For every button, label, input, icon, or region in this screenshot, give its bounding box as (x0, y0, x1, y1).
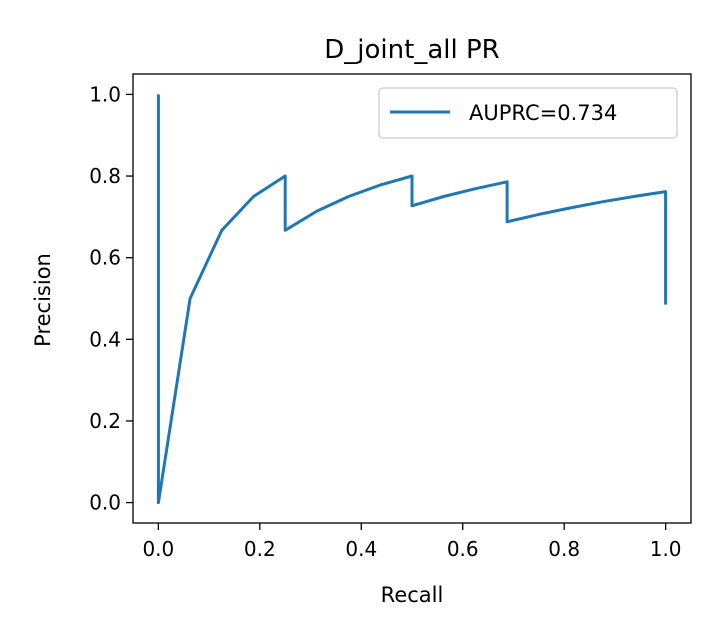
x-tick-label: 0.0 (142, 537, 174, 561)
series-line-0 (156, 94, 668, 505)
x-tick-label: 0.6 (447, 537, 479, 561)
legend: AUPRC=0.734 (378, 87, 678, 139)
x-tick-label: 1.0 (650, 537, 682, 561)
legend-frame (378, 87, 678, 139)
y-tick-label: 0.6 (89, 246, 121, 270)
y-axis-ticks: 0.0 0.2 0.4 0.6 0.8 1.0 (89, 82, 133, 515)
y-tick-label: 0.0 (89, 491, 121, 515)
x-axis-label: Recall (381, 583, 444, 607)
x-tick-label: 0.4 (345, 537, 377, 561)
series-layer (156, 94, 668, 505)
y-axis-label: Precision (31, 253, 55, 347)
legend-label: AUPRC=0.734 (469, 101, 617, 125)
x-axis-ticks: 0.0 0.2 0.4 0.6 0.8 1.0 (142, 523, 682, 561)
plot-frame (132, 73, 692, 524)
y-tick-label: 1.0 (89, 82, 121, 106)
x-tick-label: 0.2 (244, 537, 276, 561)
chart-title: D_joint_all PR (324, 35, 499, 65)
plot-area: 0.0 0.2 0.4 0.6 0.8 1.0 0.0 0.2 0.4 0.6 0.8 1.0 (89, 73, 692, 561)
x-tick-label: 0.8 (548, 537, 580, 561)
y-tick-label: 0.8 (89, 164, 121, 188)
y-tick-label: 0.4 (89, 327, 121, 351)
y-tick-label: 0.2 (89, 409, 121, 433)
